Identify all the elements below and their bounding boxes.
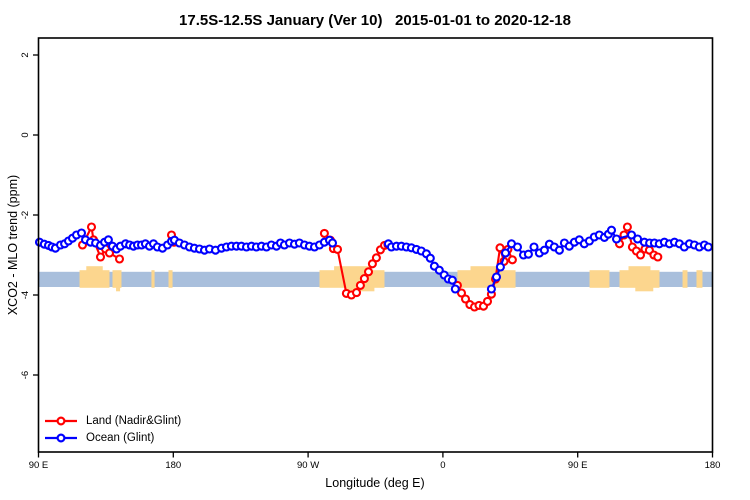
land-data-point [114,254,125,264]
coverage-patch [151,270,155,288]
coverage-patch [589,270,610,288]
y-tick-label: 2 [20,52,31,57]
ocean-series-swatch-icon [45,432,77,443]
land-data-point [507,255,517,265]
coverage-patch [696,270,703,288]
plot-frame [37,37,714,453]
coverage-patch [112,270,122,288]
y-tick-label: 0 [20,132,31,137]
coverage-patch [457,270,516,288]
land-data-point [351,288,362,298]
ocean-data-point [103,235,113,245]
x-tick-label: 90 E [29,460,49,471]
ocean-data-point [512,242,523,252]
land-data-point [367,259,377,269]
coverage-patch-bump [334,266,370,271]
land-data-point [332,244,343,254]
land-data-point [371,253,381,263]
coverage-patch-bump [86,266,103,271]
ocean-data-point [500,248,511,258]
legend-item-land: Land (Nadir&Glint) [44,413,181,428]
y-tick-label: -6 [20,371,31,379]
coverage-patch-bump [635,287,654,292]
ocean-data-point [327,238,338,248]
y-tick-label: -4 [20,291,31,299]
land-data-point [95,252,106,262]
ocean-data-point [626,230,637,240]
coverage-patch [79,270,110,288]
ocean-data-point [703,242,713,252]
ocean-data-point [606,225,617,235]
land-data-point [622,222,632,232]
coverage-patch-bump [116,287,121,292]
x-tick-label: 180 [165,460,181,471]
x-tick-label: 0 [440,460,445,471]
legend: Land (Nadir&Glint) Ocean (Glint) [44,413,181,445]
ocean-data-point [450,284,460,294]
x-axis-title: Longitude (deg E) [325,476,425,490]
land-data-point [635,250,646,260]
ocean-data-point [539,245,549,255]
land-data-point [319,228,329,238]
land-series-swatch-icon [45,415,77,426]
land-data-point [355,280,365,290]
land-data-point [363,267,374,277]
ocean-data-point [447,275,457,285]
coverage-patch [319,270,385,288]
ocean-data-point [425,253,435,263]
ocean-data-point [611,234,622,244]
ocean-data-point [633,234,643,244]
coverage-patch [682,270,688,288]
x-tick-label: 180 [705,460,721,471]
ocean-data-point [523,249,533,259]
land-data-point [482,296,493,306]
y-axis-title: XCO2 - MLO trend (ppm) [6,174,20,316]
land-data-point [456,288,467,298]
coverage-patch [168,270,173,288]
ocean-data-point [486,284,496,294]
land-data-point [460,294,471,304]
coverage-patch-bump [470,266,503,271]
legend-label-land: Land (Nadir&Glint) [86,414,182,427]
legend-item-ocean: Ocean (Glint) [44,430,181,445]
x-tick-label: 90 E [568,460,588,471]
x-tick-label: 90 W [297,460,319,471]
ocean-data-point [495,262,505,272]
ocean-data-point [491,272,502,282]
coverage-patch [619,270,660,288]
legend-label-ocean: Ocean (Glint) [86,431,155,444]
chart-title: 17.5S-12.5S January (Ver 10) 2015-01-01 … [179,12,571,29]
coverage-patch-bump [628,266,651,271]
y-tick-label: -2 [20,211,31,219]
land-data-point [86,222,97,232]
ocean-data-point [554,245,564,255]
land-data-point [359,274,369,284]
land-data-point [653,252,663,262]
ocean-data-point [529,242,539,252]
ocean-data-point [76,228,87,238]
land-data-point [495,243,505,253]
